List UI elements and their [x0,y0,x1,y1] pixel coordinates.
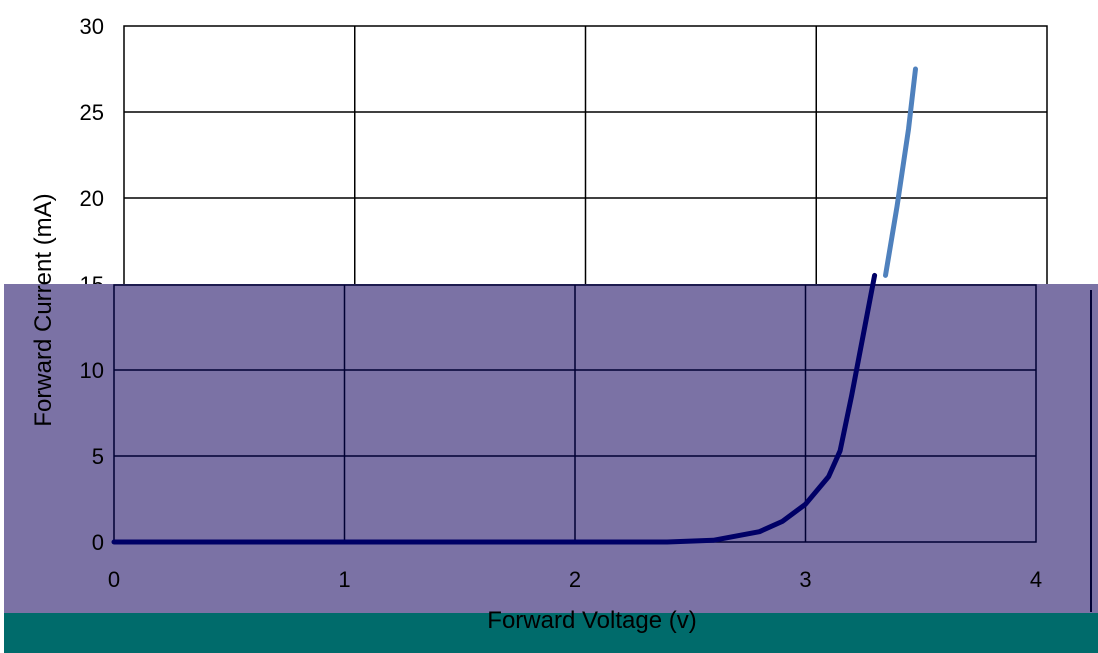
bottom-band [4,613,1098,653]
x-tick-label: 2 [569,567,581,592]
lower-plot-layer: 0 5 10 0 1 2 3 4 [80,272,1092,612]
upper-plot-layer: 15202530 [80,14,1048,327]
y-tick-label: 25 [80,100,104,125]
x-tick-label: 3 [799,567,811,592]
x-tick-label: 4 [1030,567,1042,592]
y-tick-label: 20 [80,186,104,211]
y-tick-label: 30 [80,14,104,39]
overlay-panel [4,284,1098,653]
x-tick-label: 1 [338,567,350,592]
data-line-lower [111,272,878,545]
x-axis-label: Forward Voltage (v) [487,607,696,634]
y-axis-label: Forward Current (mA) [30,193,57,426]
x-tick-label: 0 [108,567,120,592]
y-tick-label: 0 [92,530,104,555]
data-line-upper [883,66,918,278]
y-tick-label: 5 [92,444,104,469]
y-tick-label: 10 [80,358,104,383]
